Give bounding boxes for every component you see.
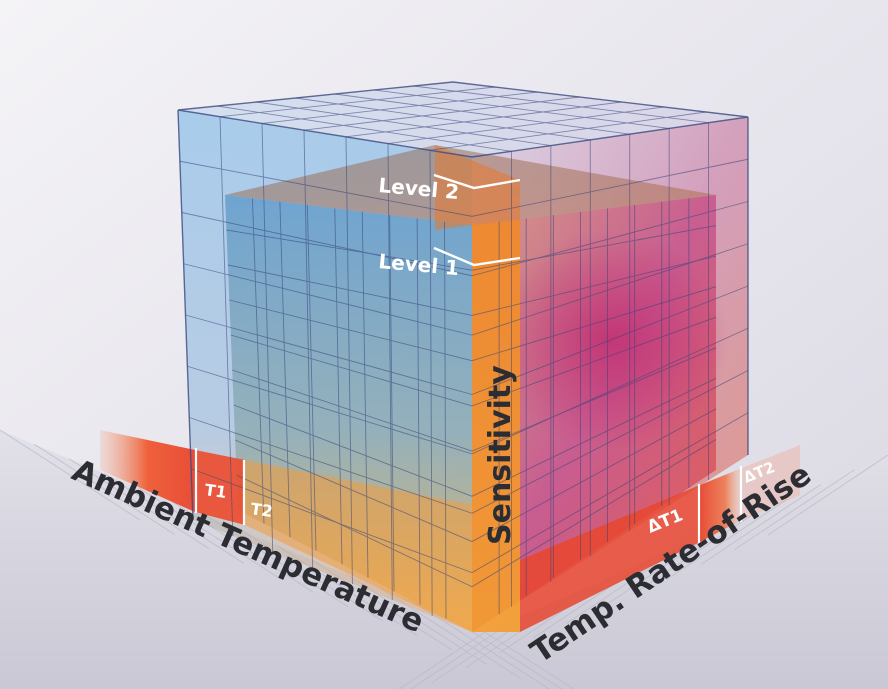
inner-left-grid-vline bbox=[416, 218, 421, 605]
outer-top-grid-hline bbox=[219, 86, 496, 118]
t1-band bbox=[195, 450, 245, 525]
outer-left-edge bbox=[177, 109, 194, 521]
inner-left-grid-vline bbox=[389, 214, 395, 592]
outer-top-grid-vline bbox=[413, 85, 709, 124]
outer-right-grid-hline bbox=[471, 243, 749, 336]
outer-left-grid-hline bbox=[190, 468, 473, 574]
outer-top-grid-vline bbox=[217, 105, 512, 152]
outer-top-grid-vline bbox=[256, 101, 551, 147]
inner-left-grid-vline bbox=[444, 221, 447, 619]
threshold-markers bbox=[194, 448, 743, 543]
floor-line-b bbox=[734, 469, 855, 551]
outer-top-grid-hline bbox=[387, 106, 664, 145]
cube-grid bbox=[179, 85, 749, 619]
floor-line-a bbox=[450, 617, 563, 689]
inner-left-grid-hline bbox=[229, 299, 473, 362]
t2-band bbox=[245, 460, 472, 632]
floor-line-a bbox=[69, 458, 210, 550]
inner-right-grid-hline bbox=[471, 316, 717, 407]
t2-label: T2 bbox=[249, 499, 273, 521]
inner-left-grid-hline bbox=[232, 369, 473, 452]
floor-line-b bbox=[666, 498, 788, 580]
floor-line-a bbox=[103, 472, 245, 564]
outer-right-grid-hline bbox=[471, 370, 749, 514]
outer-right-grid-hline bbox=[471, 412, 749, 574]
inner-left-grid-hline bbox=[234, 439, 473, 542]
floor-line-b bbox=[700, 484, 822, 565]
outer-left-grid-hline bbox=[187, 365, 473, 455]
sensitivity-axis-label: Sensitivity bbox=[483, 365, 518, 545]
rate-heat-strip-right bbox=[742, 445, 800, 520]
inner-left-grid-vline bbox=[334, 208, 343, 565]
outer-right-grid-hline bbox=[471, 201, 749, 277]
outer-top-grid-hline bbox=[303, 96, 580, 131]
t1-label: T1 bbox=[203, 480, 227, 502]
outer-back-top-edge bbox=[177, 81, 749, 118]
inner-right-grid-hline bbox=[471, 255, 717, 316]
inner-left-grid-vline bbox=[279, 201, 291, 538]
inner-right-grid-hline bbox=[471, 408, 717, 542]
inner-left-grid-vline bbox=[361, 211, 369, 578]
inner-left-grid-hline bbox=[236, 474, 473, 588]
outer-top-grid-hline bbox=[345, 101, 622, 138]
inner-right-grid-hline bbox=[471, 225, 717, 271]
cube-edges bbox=[177, 81, 749, 521]
inner-left-grid-hline bbox=[230, 334, 473, 407]
ambient-heat-strip-left bbox=[100, 430, 195, 512]
outer-top-grid-vline bbox=[374, 89, 670, 129]
inner-left-grid-hline bbox=[227, 264, 473, 316]
inner-left-grid-hline bbox=[233, 404, 473, 497]
outer-left-grid-hline bbox=[189, 417, 473, 514]
floor-line-a bbox=[138, 487, 279, 579]
outer-left-grid-hline bbox=[181, 212, 473, 277]
inner-left-grid-vline bbox=[251, 198, 265, 524]
outer-top-grid-hline bbox=[429, 111, 706, 151]
outer-top-grid-hline bbox=[261, 91, 538, 124]
outer-right-grid-hline bbox=[471, 158, 749, 217]
outer-top-grid-vline bbox=[295, 97, 591, 141]
inner-left-grid-vline bbox=[306, 204, 317, 551]
floor-line-b bbox=[633, 513, 754, 595]
outer-left-grid-hline bbox=[185, 314, 473, 395]
floor-line-b bbox=[767, 454, 888, 536]
delta-t1-band bbox=[520, 485, 700, 632]
level-2-marker bbox=[433, 173, 521, 190]
outer-front-top-edge bbox=[177, 109, 749, 158]
inner-right-grid-hline bbox=[471, 347, 717, 452]
inner-left-grid-hline bbox=[226, 229, 473, 271]
outer-top-grid-vline bbox=[335, 93, 630, 135]
inner-right-grid-hline bbox=[471, 286, 717, 362]
floor-line-a bbox=[0, 429, 141, 521]
floor-plane bbox=[0, 430, 888, 689]
inner-right-grid-hline bbox=[471, 439, 717, 588]
level-markers bbox=[433, 173, 521, 267]
inner-right-grid-hline bbox=[471, 377, 717, 497]
outer-left-grid-hline bbox=[183, 263, 473, 336]
outer-right-grid-hline bbox=[471, 327, 749, 455]
floor-line-b bbox=[398, 631, 486, 689]
delta-t2-band bbox=[700, 468, 742, 542]
floor-line-a bbox=[34, 444, 175, 535]
level-1-marker bbox=[433, 246, 521, 267]
outer-right-grid-hline bbox=[471, 285, 749, 395]
outer-left-grid-hline bbox=[179, 160, 473, 217]
